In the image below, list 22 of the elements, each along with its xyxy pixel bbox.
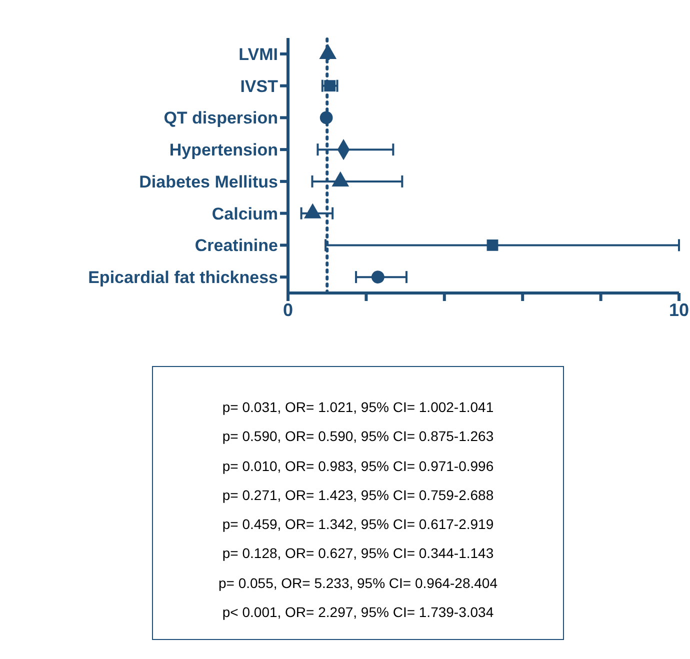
y-tick-label: Creatinine <box>194 236 278 256</box>
y-tick-label: Diabetes Mellitus <box>139 172 278 192</box>
text: p= 0.590, OR= 0.590, 95% CI= 0.875-1.263 <box>221 427 495 446</box>
y-tick-label: QT dispersion <box>164 108 278 128</box>
point <box>320 111 333 124</box>
text: p= 0.459, OR= 1.342, 95% CI= 0.617-2.919 <box>221 515 495 534</box>
point <box>486 239 498 251</box>
text: p= 0.031, OR= 1.021, 95% CI= 1.002-1.041 <box>221 398 495 417</box>
x-tick-label: 0 <box>282 300 294 320</box>
y-tick-label: IVST <box>240 76 279 96</box>
text: p= 0.128, OR= 0.627, 95% CI= 0.344-1.143 <box>221 544 495 564</box>
y-tick-label: LVMI <box>238 44 278 64</box>
y-tick-label: Hypertension <box>169 140 278 160</box>
x-tick-label: 10 <box>668 300 690 320</box>
text: p= 0.055, OR= 5.233, 95% CI= 0.964-28.404 <box>217 574 499 593</box>
text: p= 0.271, OR= 1.423, 95% CI= 0.759-2.688 <box>221 486 495 505</box>
point <box>371 270 384 284</box>
text: p= 0.010, OR= 0.983, 95% CI= 0.971-0.996 <box>221 456 495 476</box>
y-tick-label: Calcium <box>212 204 278 224</box>
y-tick-label: Epicardial fat thickness <box>88 268 278 288</box>
text: p< 0.001, OR= 2.297, 95% CI= 1.739-3.034 <box>221 603 495 622</box>
point <box>324 80 336 92</box>
